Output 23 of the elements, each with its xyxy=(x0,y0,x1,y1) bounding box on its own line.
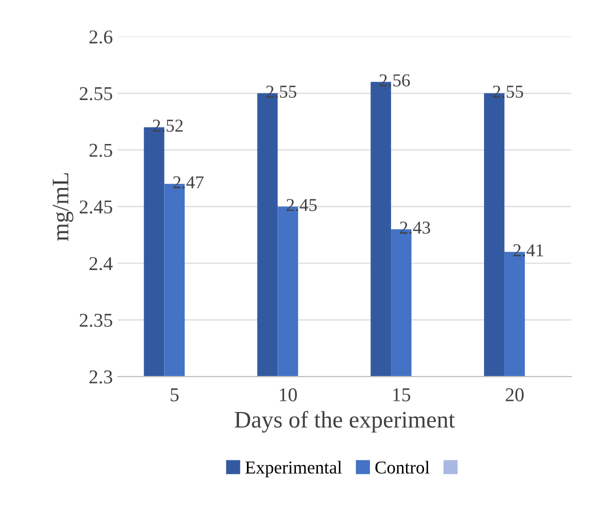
y-tick-label: 2.5 xyxy=(89,144,112,157)
data-label: 2.55 xyxy=(266,86,296,98)
data-label: 2.52 xyxy=(152,120,183,132)
legend-label: Control xyxy=(375,460,430,474)
y-axis-title: mg/mL xyxy=(52,173,74,241)
x-tick-label: 5 xyxy=(170,388,179,402)
legend-label: Experimental xyxy=(245,460,342,478)
x-tick-label: 20 xyxy=(506,388,524,402)
data-label: 2.55 xyxy=(492,86,524,98)
data-label: 2.47 xyxy=(173,176,204,189)
y-tick-label: 2.35 xyxy=(80,314,112,327)
data-label: 2.41 xyxy=(513,244,544,257)
x-tick-label: 15 xyxy=(393,388,410,402)
data-label: 2.56 xyxy=(380,74,410,87)
y-tick-label: 2.4 xyxy=(89,257,113,270)
y-tick-label: 2.3 xyxy=(89,370,112,384)
y-tick-label: 2.45 xyxy=(80,200,112,214)
data-label: 2.45 xyxy=(286,198,317,212)
data-label: 2.43 xyxy=(400,222,430,234)
x-tick-label: 10 xyxy=(280,388,297,402)
x-axis-title: Days of the experiment xyxy=(234,410,455,433)
y-tick-label: 2.6 xyxy=(89,30,112,44)
y-tick-label: 2.55 xyxy=(80,87,112,100)
